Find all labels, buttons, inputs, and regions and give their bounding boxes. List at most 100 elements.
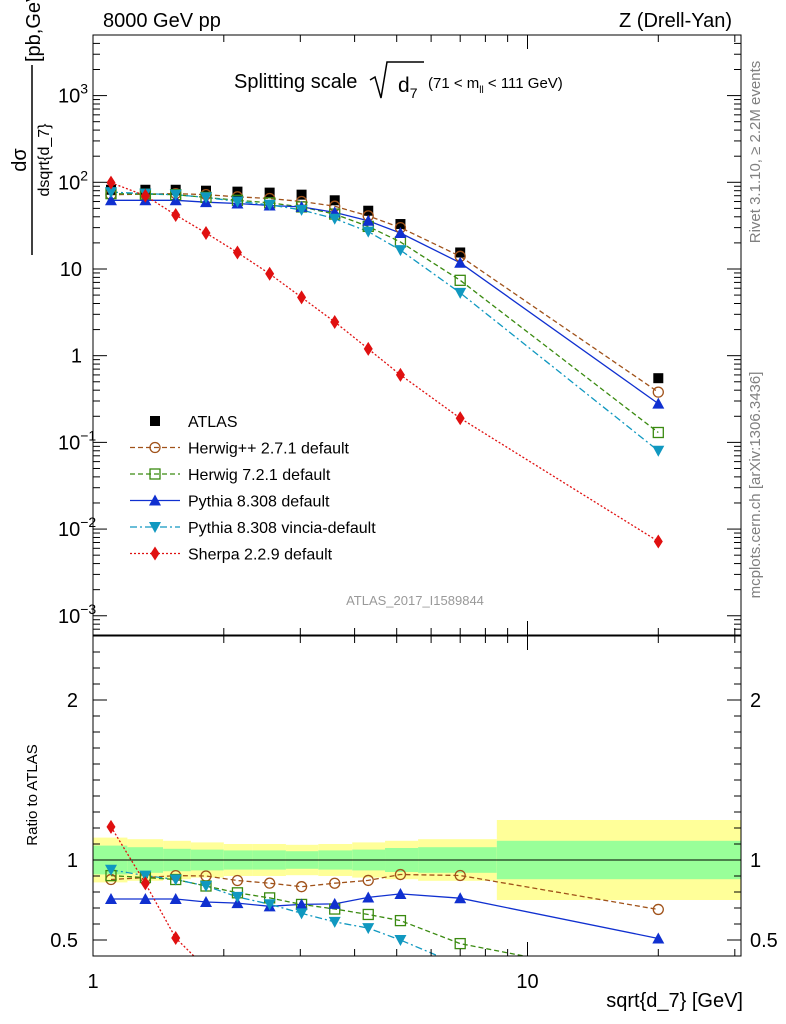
vincia-ratio-point-7 bbox=[328, 916, 341, 928]
ratio-tick-label-right-1: 1 bbox=[750, 850, 761, 872]
sherpa-ratio-point-1 bbox=[140, 876, 150, 891]
chart-title-range-end: < 111 GeV) bbox=[484, 75, 563, 92]
rivet-version-label: Rivet 3.1.10, ≥ 2.2M events bbox=[747, 61, 764, 244]
pythia-ratio-point-10 bbox=[454, 892, 467, 904]
legend-label-pythia: Pythia 8.308 default bbox=[188, 494, 330, 511]
vincia-point-3 bbox=[200, 192, 213, 204]
sherpa-point-6 bbox=[297, 290, 307, 305]
y-tick-label-100: 102 bbox=[58, 167, 88, 194]
y-tick-label-1: 1 bbox=[71, 346, 82, 368]
pythia-ratio-line bbox=[111, 893, 659, 940]
pythia-ratio-point-6 bbox=[295, 898, 308, 910]
herwig7-ratio-point-9 bbox=[394, 914, 407, 927]
chart-title-range: (71 < m bbox=[428, 75, 479, 92]
herwig7-line bbox=[110, 192, 659, 434]
vincia-point-5 bbox=[263, 199, 276, 211]
herwigpp-ratio-point-4 bbox=[231, 874, 244, 887]
vincia-line bbox=[110, 191, 659, 452]
sherpa-point-9 bbox=[395, 367, 405, 382]
pythia-line bbox=[111, 199, 659, 405]
sherpa-ratio-point-2 bbox=[171, 931, 181, 946]
sherpa-point-11 bbox=[653, 534, 663, 549]
legend-label-atlas: ATLAS bbox=[188, 414, 238, 431]
vincia-point-6 bbox=[295, 204, 308, 216]
herwig7-point-11 bbox=[652, 426, 664, 439]
axis-ticks bbox=[92, 34, 741, 957]
collision-energy-label: 8000 GeV pp bbox=[103, 10, 221, 32]
herwigpp-ratio-point-7 bbox=[329, 877, 341, 889]
herwig7-ratio-point-10 bbox=[454, 937, 466, 950]
chart-title-var-sub: 7 bbox=[410, 85, 418, 101]
vincia-ratio-point-3 bbox=[200, 881, 213, 892]
sherpa-point-4 bbox=[232, 245, 242, 260]
vincia-point-4 bbox=[231, 196, 244, 208]
sherpa-point-8 bbox=[363, 341, 373, 356]
vincia-point-10 bbox=[454, 287, 467, 299]
pythia-ratio-point-2 bbox=[169, 893, 182, 905]
atlas-point-9 bbox=[395, 219, 406, 230]
sherpa-point-5 bbox=[265, 266, 275, 281]
vincia-ratio-point-5 bbox=[263, 899, 276, 911]
y-label-denominator: dsqrt{d_7} bbox=[36, 123, 53, 197]
ratio-tick-label-right-0.5: 0.5 bbox=[750, 930, 778, 952]
pythia-point-11 bbox=[652, 397, 665, 409]
vincia-point-7 bbox=[328, 213, 341, 225]
svg-text:d7: d7 bbox=[398, 74, 418, 101]
atlas-point-11 bbox=[653, 373, 664, 384]
x-tick-label-10: 10 bbox=[516, 971, 538, 993]
y-axis-label: dσ dsqrt{d_7} [pb,GeV-1] bbox=[9, 0, 53, 255]
legend-marker-vincia bbox=[149, 522, 161, 533]
y-tick-label-10: 10 bbox=[60, 259, 82, 281]
x-tick-label-1: 1 bbox=[87, 971, 98, 993]
legend-marker-herwigpp bbox=[149, 441, 161, 454]
herwigpp-ratio-point-9 bbox=[394, 868, 407, 881]
chart-title-main: Splitting scale bbox=[234, 71, 357, 93]
sherpa-point-7 bbox=[330, 314, 340, 329]
pythia-ratio-point-7 bbox=[328, 897, 341, 909]
herwig7-ratio-point-8 bbox=[362, 908, 374, 921]
y-tick-label-1000: 103 bbox=[58, 81, 88, 108]
svg-text:Splitting scale: Splitting scale bbox=[234, 71, 357, 93]
vincia-ratio-point-8 bbox=[362, 923, 375, 935]
sherpa-point-0 bbox=[106, 175, 116, 190]
vincia-ratio-point-0 bbox=[104, 864, 117, 876]
chart-title-range-sub: ll bbox=[479, 85, 483, 96]
ratio-axis-label: Ratio to ATLAS bbox=[24, 744, 41, 845]
vincia-ratio-point-1 bbox=[139, 870, 152, 882]
pythia-ratio-point-0 bbox=[104, 893, 117, 905]
vincia-ratio-point-9 bbox=[394, 935, 407, 946]
herwigpp-ratio-point-10 bbox=[454, 869, 466, 882]
ratio-tick-label-left-1: 1 bbox=[67, 850, 78, 872]
ratio-series-markers bbox=[104, 819, 665, 950]
herwigpp-ratio-point-8 bbox=[362, 874, 374, 887]
pythia-point-9 bbox=[394, 227, 407, 239]
vincia-ratio-point-6 bbox=[295, 908, 308, 920]
vincia-point-8 bbox=[362, 226, 375, 238]
herwigpp-ratio-point-11 bbox=[652, 903, 664, 916]
mcplots-credit-label: mcplots.cern.ch [arXiv:1306.3436] bbox=[747, 372, 764, 599]
vincia-point-9 bbox=[394, 245, 407, 257]
y-label-unit: [pb,GeV bbox=[23, 0, 45, 62]
process-label: Z (Drell-Yan) bbox=[619, 10, 732, 32]
pythia-ratio-point-9 bbox=[394, 887, 407, 899]
y-tick-label-0.001: 10−3 bbox=[58, 601, 96, 628]
atlas-point-10 bbox=[455, 247, 466, 258]
legend-label-vincia: Pythia 8.308 vincia-default bbox=[188, 520, 376, 537]
legend-marker-herwig7 bbox=[149, 468, 161, 480]
sherpa-ratio-point-0 bbox=[106, 819, 116, 834]
vincia-ratio-point-2 bbox=[169, 874, 182, 886]
legend-label-sherpa: Sherpa 2.2.9 default bbox=[188, 547, 333, 564]
y-tick-label-0.01: 10−2 bbox=[58, 514, 96, 541]
atlas-point-6 bbox=[296, 189, 307, 200]
herwigpp-ratio-point-6 bbox=[295, 881, 308, 893]
ratio-tick-label-right-2: 2 bbox=[750, 690, 761, 712]
ratio-panel-frame bbox=[92, 635, 742, 957]
pythia-ratio-point-11 bbox=[652, 932, 665, 944]
pythia-point-0 bbox=[104, 194, 117, 206]
pythia-ratio-point-8 bbox=[362, 891, 375, 903]
vincia-ratio-point-4 bbox=[231, 891, 244, 903]
y-label-numerator: dσ bbox=[9, 148, 31, 172]
axis-tick-labels: 1 10 10−3 10−2 10−1 1 10 102 103 0.5 0.5 1 1 2 2 bbox=[50, 81, 778, 993]
sherpa-point-3 bbox=[201, 226, 211, 241]
atlas-point-3 bbox=[201, 185, 212, 196]
